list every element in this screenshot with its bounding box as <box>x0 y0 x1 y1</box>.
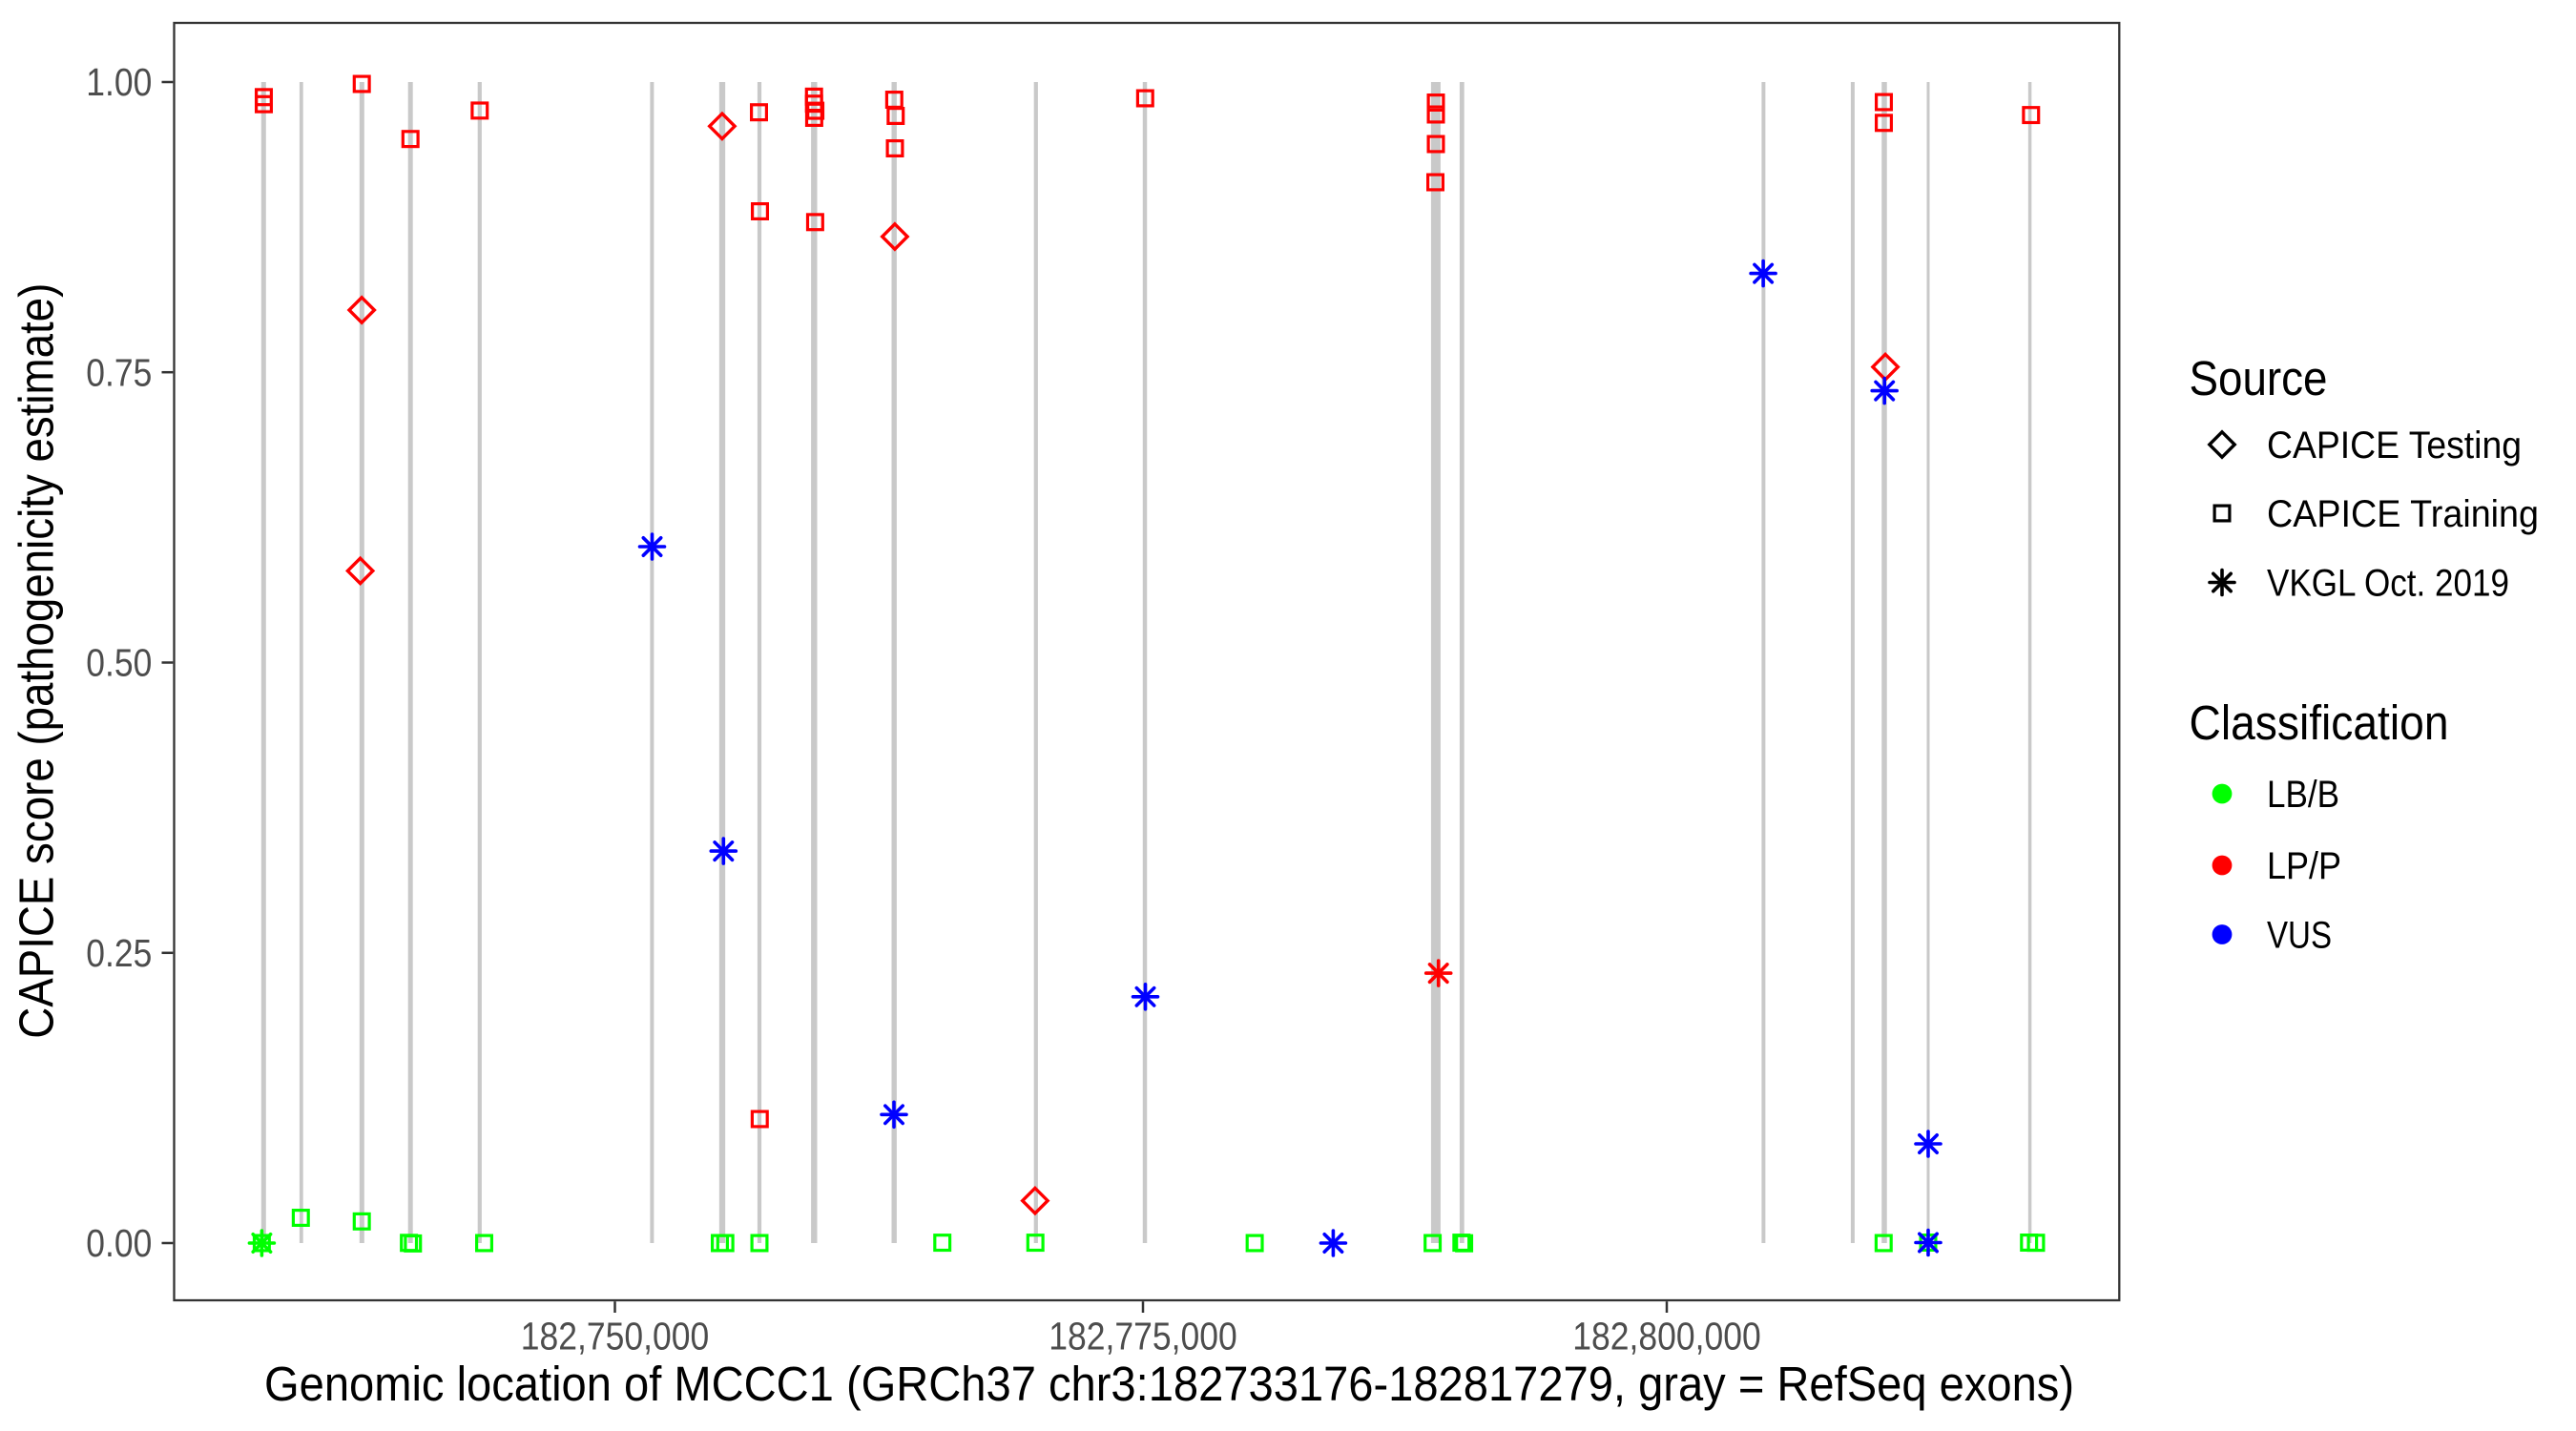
svg-text:182,800,000: 182,800,000 <box>1572 1314 1760 1358</box>
svg-text:Source: Source <box>2190 351 2328 405</box>
svg-text:CAPICE Training: CAPICE Training <box>2267 493 2539 535</box>
svg-text:0.50: 0.50 <box>86 641 152 685</box>
svg-text:0.25: 0.25 <box>86 931 152 975</box>
svg-text:1.00: 1.00 <box>86 60 152 104</box>
svg-text:0.00: 0.00 <box>86 1221 152 1265</box>
svg-text:CAPICE Testing: CAPICE Testing <box>2267 425 2522 467</box>
svg-text:Classification: Classification <box>2190 695 2449 750</box>
svg-text:0.75: 0.75 <box>86 350 152 394</box>
svg-text:CAPICE score (pathogenicity es: CAPICE score (pathogenicity estimate) <box>10 283 64 1039</box>
svg-text:Genomic location of MCCC1 (GRC: Genomic location of MCCC1 (GRCh37 chr3:1… <box>264 1357 2074 1411</box>
svg-text:LP/P: LP/P <box>2267 845 2341 887</box>
svg-text:VKGL Oct. 2019: VKGL Oct. 2019 <box>2267 563 2509 605</box>
svg-text:182,750,000: 182,750,000 <box>521 1314 709 1358</box>
svg-text:182,775,000: 182,775,000 <box>1049 1314 1236 1358</box>
svg-text:LB/B: LB/B <box>2267 774 2339 816</box>
svg-text:VUS: VUS <box>2267 915 2332 957</box>
